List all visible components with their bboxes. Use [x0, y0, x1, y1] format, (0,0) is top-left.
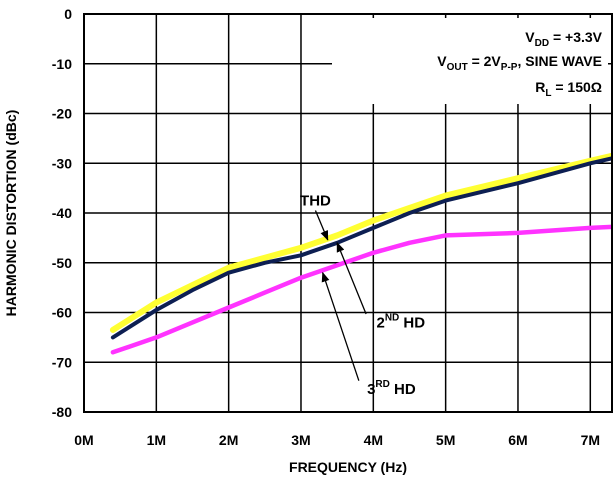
x-tick-label-2: 2M [219, 432, 238, 448]
x-tick-label-5: 5M [436, 432, 455, 448]
series-layer [109, 152, 613, 355]
y-tick-label-6: -60 [52, 305, 72, 321]
series-line-3rd-hd [110, 224, 613, 355]
condition-rl: RL = 150Ω [535, 79, 602, 99]
y-tick-label-8: -80 [52, 404, 72, 420]
y-axis-tick-labels: 0 -10 -20 -30 -40 -50 -60 -70 -80 [52, 6, 72, 420]
y-tick-label-2: -20 [52, 106, 72, 122]
annotation-arrow-thd [314, 210, 329, 241]
y-tick-label-0: 0 [64, 6, 72, 22]
x-tick-label-6: 6M [508, 432, 527, 448]
y-tick-label-4: -40 [52, 205, 72, 221]
series-line-2nd-hd [110, 156, 613, 340]
x-axis-title: FREQUENCY (Hz) [289, 459, 407, 475]
test-conditions: VDD = +3.3V VOUT = 2VP-P, SINE WAVE RL =… [332, 18, 608, 104]
annotation-label-thd: THD [300, 193, 331, 210]
y-axis-title: HARMONIC DISTORTION (dBc) [3, 110, 19, 317]
condition-vdd: VDD = +3.3V [525, 29, 602, 49]
condition-vout: VOUT = 2VP-P, SINE WAVE [437, 53, 602, 73]
x-tick-label-4: 4M [364, 432, 383, 448]
y-tick-label-5: -50 [52, 255, 72, 271]
annotation-label-2nd-hd: 2ND HD [376, 312, 425, 331]
series-line-thd [109, 152, 613, 333]
series-annotations: THD 2ND HD 3RD HD [300, 193, 425, 399]
x-tick-label-1: 1M [147, 432, 166, 448]
x-axis-tick-labels: 0M 1M 2M 3M 4M 5M 6M 7M [74, 432, 600, 448]
annotation-arrow-3rd-hd [321, 271, 360, 381]
y-tick-label-1: -10 [52, 56, 72, 72]
y-tick-label-7: -70 [52, 354, 72, 370]
annotation-label-3rd-hd: 3RD HD [367, 379, 416, 398]
x-tick-label-0: 0M [74, 432, 93, 448]
plot-frame [83, 13, 613, 413]
annotation-arrow-2nd-hd [336, 241, 367, 315]
x-tick-label-7: 7M [581, 432, 600, 448]
x-tick-label-3: 3M [291, 432, 310, 448]
y-tick-label-3: -30 [52, 155, 72, 171]
